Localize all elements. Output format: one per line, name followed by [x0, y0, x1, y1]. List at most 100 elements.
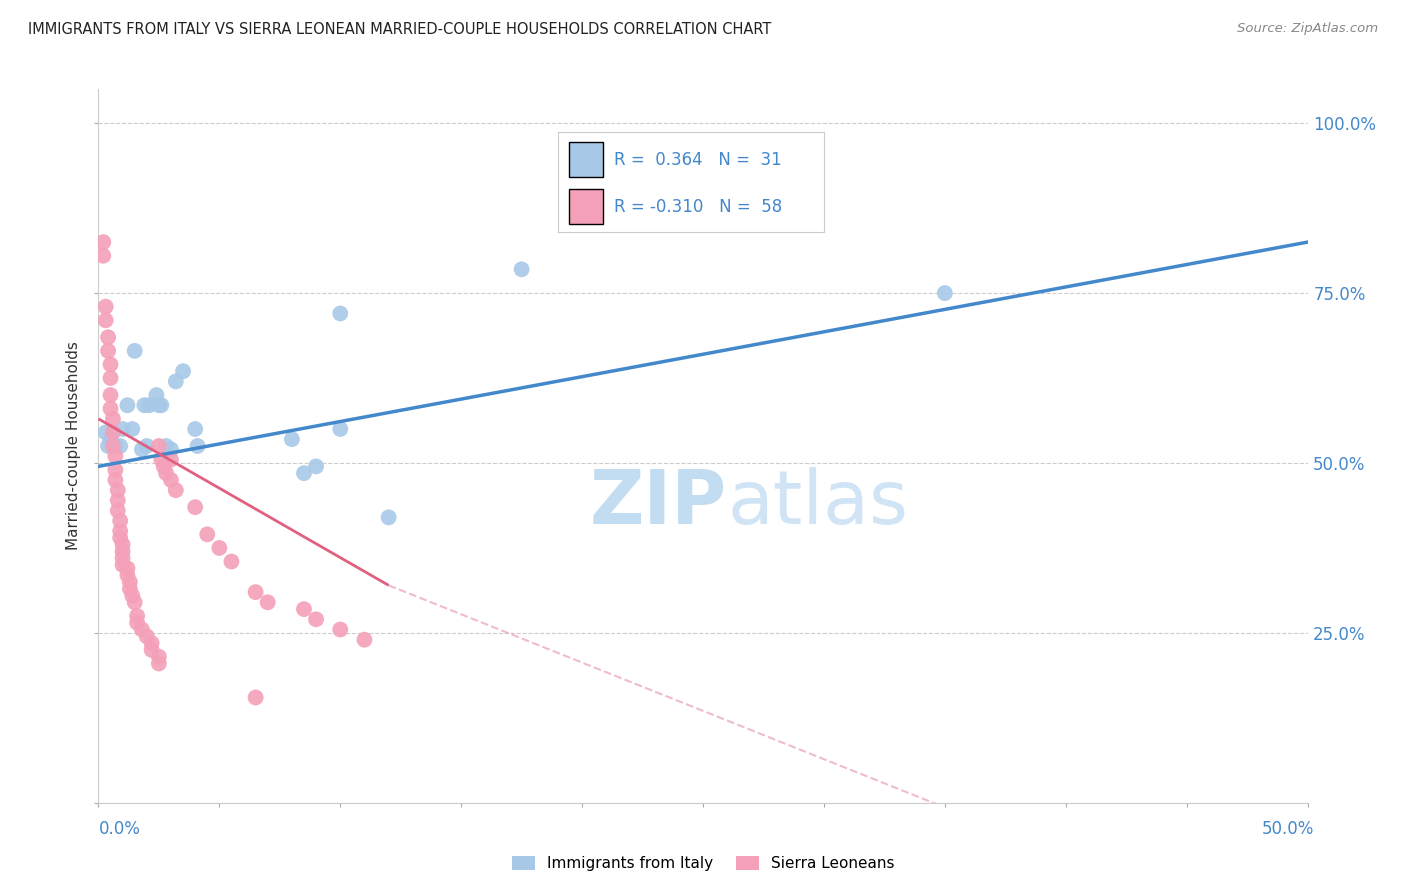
Point — [292, 466, 315, 480]
Point — [256, 595, 278, 609]
Point — [104, 439, 127, 453]
Point — [94, 313, 117, 327]
Point — [160, 473, 183, 487]
Text: 50.0%: 50.0% — [1263, 820, 1315, 838]
FancyBboxPatch shape — [568, 189, 603, 224]
Point — [150, 452, 173, 467]
Point — [160, 442, 183, 457]
Point — [108, 531, 131, 545]
Point — [104, 473, 127, 487]
Point — [305, 612, 328, 626]
Point — [94, 300, 117, 314]
Point — [150, 398, 173, 412]
Point — [134, 398, 156, 412]
Point — [329, 306, 352, 320]
Point — [160, 452, 183, 467]
Point — [107, 503, 129, 517]
Point — [934, 286, 956, 301]
Point — [124, 343, 146, 358]
Point — [108, 439, 131, 453]
Point — [127, 608, 149, 623]
Point — [187, 439, 209, 453]
Point — [131, 442, 153, 457]
Point — [111, 544, 134, 558]
Text: IMMIGRANTS FROM ITALY VS SIERRA LEONEAN MARRIED-COUPLE HOUSEHOLDS CORRELATION CH: IMMIGRANTS FROM ITALY VS SIERRA LEONEAN … — [28, 22, 772, 37]
Point — [135, 439, 157, 453]
Point — [118, 574, 141, 589]
Point — [121, 589, 143, 603]
Point — [148, 439, 170, 453]
Point — [184, 500, 207, 515]
Text: atlas: atlas — [727, 467, 908, 540]
Point — [221, 555, 243, 569]
Point — [377, 510, 399, 524]
Point — [91, 249, 114, 263]
Point — [94, 425, 117, 440]
Text: R = -0.310   N =  58: R = -0.310 N = 58 — [614, 198, 782, 216]
Point — [101, 439, 124, 453]
Point — [131, 623, 153, 637]
Point — [155, 439, 177, 453]
Point — [124, 595, 146, 609]
Point — [117, 561, 139, 575]
Y-axis label: Married-couple Households: Married-couple Households — [66, 342, 82, 550]
Point — [208, 541, 231, 555]
Text: R =  0.364   N =  31: R = 0.364 N = 31 — [614, 151, 782, 169]
Point — [111, 537, 134, 551]
Point — [101, 425, 124, 440]
Point — [184, 422, 207, 436]
Point — [117, 398, 139, 412]
Point — [108, 524, 131, 538]
Point — [111, 558, 134, 572]
Point — [104, 463, 127, 477]
Point — [195, 527, 218, 541]
Point — [111, 422, 134, 436]
Point — [100, 401, 122, 416]
Point — [111, 551, 134, 566]
Point — [97, 439, 120, 453]
Point — [165, 483, 187, 498]
Point — [245, 585, 267, 599]
Point — [104, 449, 127, 463]
Point — [138, 398, 160, 412]
FancyBboxPatch shape — [568, 142, 603, 177]
Text: Source: ZipAtlas.com: Source: ZipAtlas.com — [1237, 22, 1378, 36]
Point — [107, 483, 129, 498]
Point — [100, 388, 122, 402]
Point — [329, 623, 352, 637]
Point — [97, 343, 120, 358]
Point — [172, 364, 194, 378]
Point — [155, 466, 177, 480]
Point — [353, 632, 375, 647]
Point — [292, 602, 315, 616]
Point — [148, 657, 170, 671]
Point — [245, 690, 267, 705]
Point — [145, 388, 167, 402]
Point — [135, 629, 157, 643]
Point — [97, 330, 120, 344]
Point — [329, 422, 352, 436]
Point — [165, 375, 187, 389]
Text: ZIP: ZIP — [591, 467, 727, 540]
Point — [141, 643, 163, 657]
Point — [631, 201, 654, 215]
Point — [281, 432, 304, 446]
Point — [148, 649, 170, 664]
Point — [100, 371, 122, 385]
Point — [108, 514, 131, 528]
Point — [117, 568, 139, 582]
Point — [118, 582, 141, 596]
Text: 0.0%: 0.0% — [98, 820, 141, 838]
Point — [107, 493, 129, 508]
Point — [510, 262, 533, 277]
Point — [101, 412, 124, 426]
Point — [305, 459, 328, 474]
Point — [127, 615, 149, 630]
Legend: Immigrants from Italy, Sierra Leoneans: Immigrants from Italy, Sierra Leoneans — [506, 850, 900, 877]
Point — [141, 636, 163, 650]
Point — [152, 459, 174, 474]
Point — [100, 432, 122, 446]
Point — [100, 358, 122, 372]
Point — [91, 235, 114, 249]
Point — [148, 398, 170, 412]
